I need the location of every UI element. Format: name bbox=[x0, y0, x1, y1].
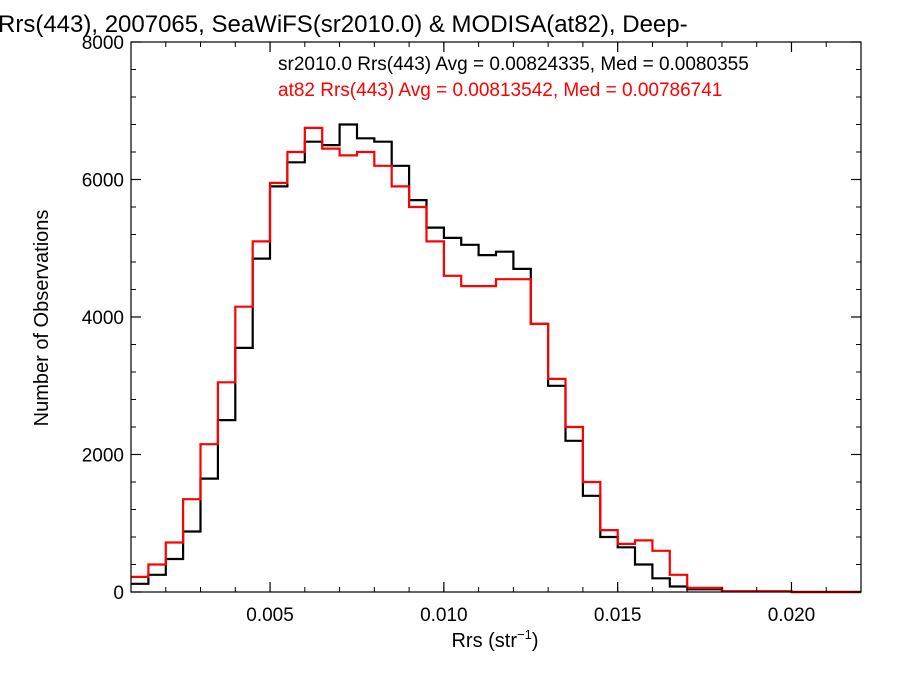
x-tick-label: 0.020 bbox=[768, 605, 816, 626]
series-line-2 bbox=[131, 126, 861, 594]
x-axis-title: Rrs (str−1) bbox=[451, 627, 538, 652]
y-tick-label: 6000 bbox=[82, 171, 124, 192]
y-tick-label: 0 bbox=[113, 583, 124, 604]
legend-stat-series-1: sr2010.0 Rrs(443) Avg = 0.00824335, Med … bbox=[278, 54, 749, 75]
tick-labels: 0.005 0.010 0.015 0.020 0 2000 4000 6000 8000 bbox=[82, 33, 816, 626]
legend-stat-series-2: at82 Rrs(443) Avg = 0.00813542, Med = 0.… bbox=[278, 80, 722, 101]
x-axis-title-close: ) bbox=[532, 630, 539, 652]
plot-area bbox=[131, 123, 861, 594]
y-tick-label: 4000 bbox=[82, 308, 124, 329]
x-axis-title-sup: −1 bbox=[517, 627, 532, 642]
x-axis-title-main: Rrs (str bbox=[451, 630, 517, 652]
series-line-1 bbox=[131, 123, 861, 594]
x-tick-label: 0.015 bbox=[594, 605, 642, 626]
x-tick-label: 0.005 bbox=[246, 605, 294, 626]
chart-title: Rrs(443), 2007065, SeaWiFS(sr2010.0) & M… bbox=[0, 11, 688, 38]
x-tick-label: 0.010 bbox=[420, 605, 468, 626]
axis-ticks bbox=[130, 41, 862, 593]
plot-frame bbox=[130, 41, 862, 593]
y-tick-label: 8000 bbox=[82, 33, 124, 54]
y-axis-title: Number of Observations bbox=[31, 210, 53, 427]
y-tick-label: 2000 bbox=[82, 446, 124, 467]
